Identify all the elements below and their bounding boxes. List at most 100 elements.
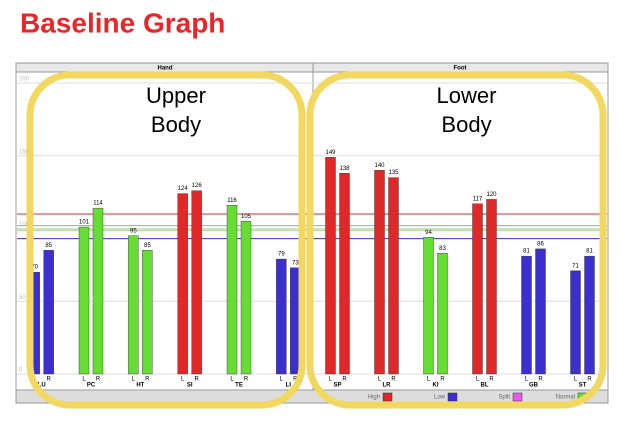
side-label: L [82,377,86,383]
bar [339,173,350,375]
x-tick-label: ST [579,383,587,389]
value-label: 149 [325,150,336,156]
x-tick-label: PC [87,383,96,389]
value-label: 116 [227,198,237,204]
side-label: R [538,377,543,383]
bar [43,250,54,375]
value-label: 105 [241,214,252,220]
value-label: 81 [586,249,593,255]
legend-swatch [447,392,458,402]
value-label: 85 [45,243,52,249]
bar [142,250,153,375]
side-label: R [96,377,101,383]
bar [128,235,139,375]
bar [521,255,532,375]
highlight-frame [306,71,607,409]
value-label: 117 [473,196,483,202]
y-tick-label: 100 [19,222,30,228]
y-tick-label: 150 [19,149,30,155]
panel-label: Hand [158,66,173,72]
x-tick-label: SP [333,383,341,389]
bar [92,207,104,375]
y-tick-label: 50 [19,295,26,301]
side-label: L [280,377,284,383]
value-label: 126 [192,183,203,189]
side-label: R [391,377,396,383]
value-label: 101 [79,220,90,226]
x-tick-label: SI [187,383,193,389]
side-label: L [181,377,185,383]
legend-label: High [368,395,380,401]
side-label: L [427,377,431,383]
x-tick-label: LR [383,383,392,389]
side-label: L [132,377,136,383]
highlight-frame [26,71,306,409]
side-label: L [378,377,382,383]
side-label: R [145,377,150,383]
bar [486,199,497,375]
value-label: 138 [339,166,350,172]
side-label: R [244,377,249,383]
bar [374,170,385,375]
legend-label: Split [498,395,510,401]
side-label: L [476,377,480,383]
bar [437,253,448,375]
header-strip [15,62,609,73]
annotation: Lower [437,83,497,108]
value-label: 71 [572,263,579,269]
side-label: R [194,377,199,383]
value-label: 135 [388,170,399,176]
chart-title: Baseline Graph [20,7,225,38]
side-label: L [329,377,333,383]
side-label: R [46,377,51,383]
bar [423,237,434,375]
side-label: L [525,377,529,383]
value-label: 83 [439,246,446,252]
value-label: 120 [486,192,497,198]
bar [177,193,188,375]
value-label: 140 [374,163,385,169]
y-tick-label: 200 [19,77,30,83]
bar [276,258,287,375]
x-tick-label: GB [529,383,539,389]
side-label: L [230,377,234,383]
x-tick-label: KI [433,383,439,389]
annotation: Body [151,112,201,137]
x-tick-label: LU [38,383,46,389]
x-tick-label: TE [235,383,243,389]
side-label: L [574,377,578,383]
legend-strip [15,389,609,404]
bar [191,190,202,375]
x-tick-label: BL [481,383,489,389]
side-label: R [342,377,347,383]
bar [472,203,483,375]
value-label: 94 [425,230,432,236]
bar [325,157,336,375]
annotation: Upper [146,83,206,108]
bar [388,177,399,375]
legend-swatch [512,392,523,402]
value-label: 86 [537,241,544,247]
side-label: R [489,377,494,383]
value-label: 79 [278,252,285,258]
y-tick-label: 0 [19,368,23,374]
legend-label: Low [434,395,446,401]
annotation: Body [441,112,491,137]
x-tick-label: HT [136,383,144,389]
legend-swatch [382,392,393,402]
panel-label: Foot [454,66,467,72]
x-tick-label: LI [286,383,292,389]
value-label: 124 [178,186,189,192]
bar [584,255,595,375]
value-label: 95 [130,228,137,234]
bar [240,221,252,375]
bar [78,226,90,375]
bar [570,270,581,375]
bar [535,248,546,375]
value-label: 85 [144,243,151,249]
side-label: R [440,377,445,383]
legend-label: Normal [556,395,575,401]
side-label: R [587,377,592,383]
value-label: 81 [523,249,530,255]
